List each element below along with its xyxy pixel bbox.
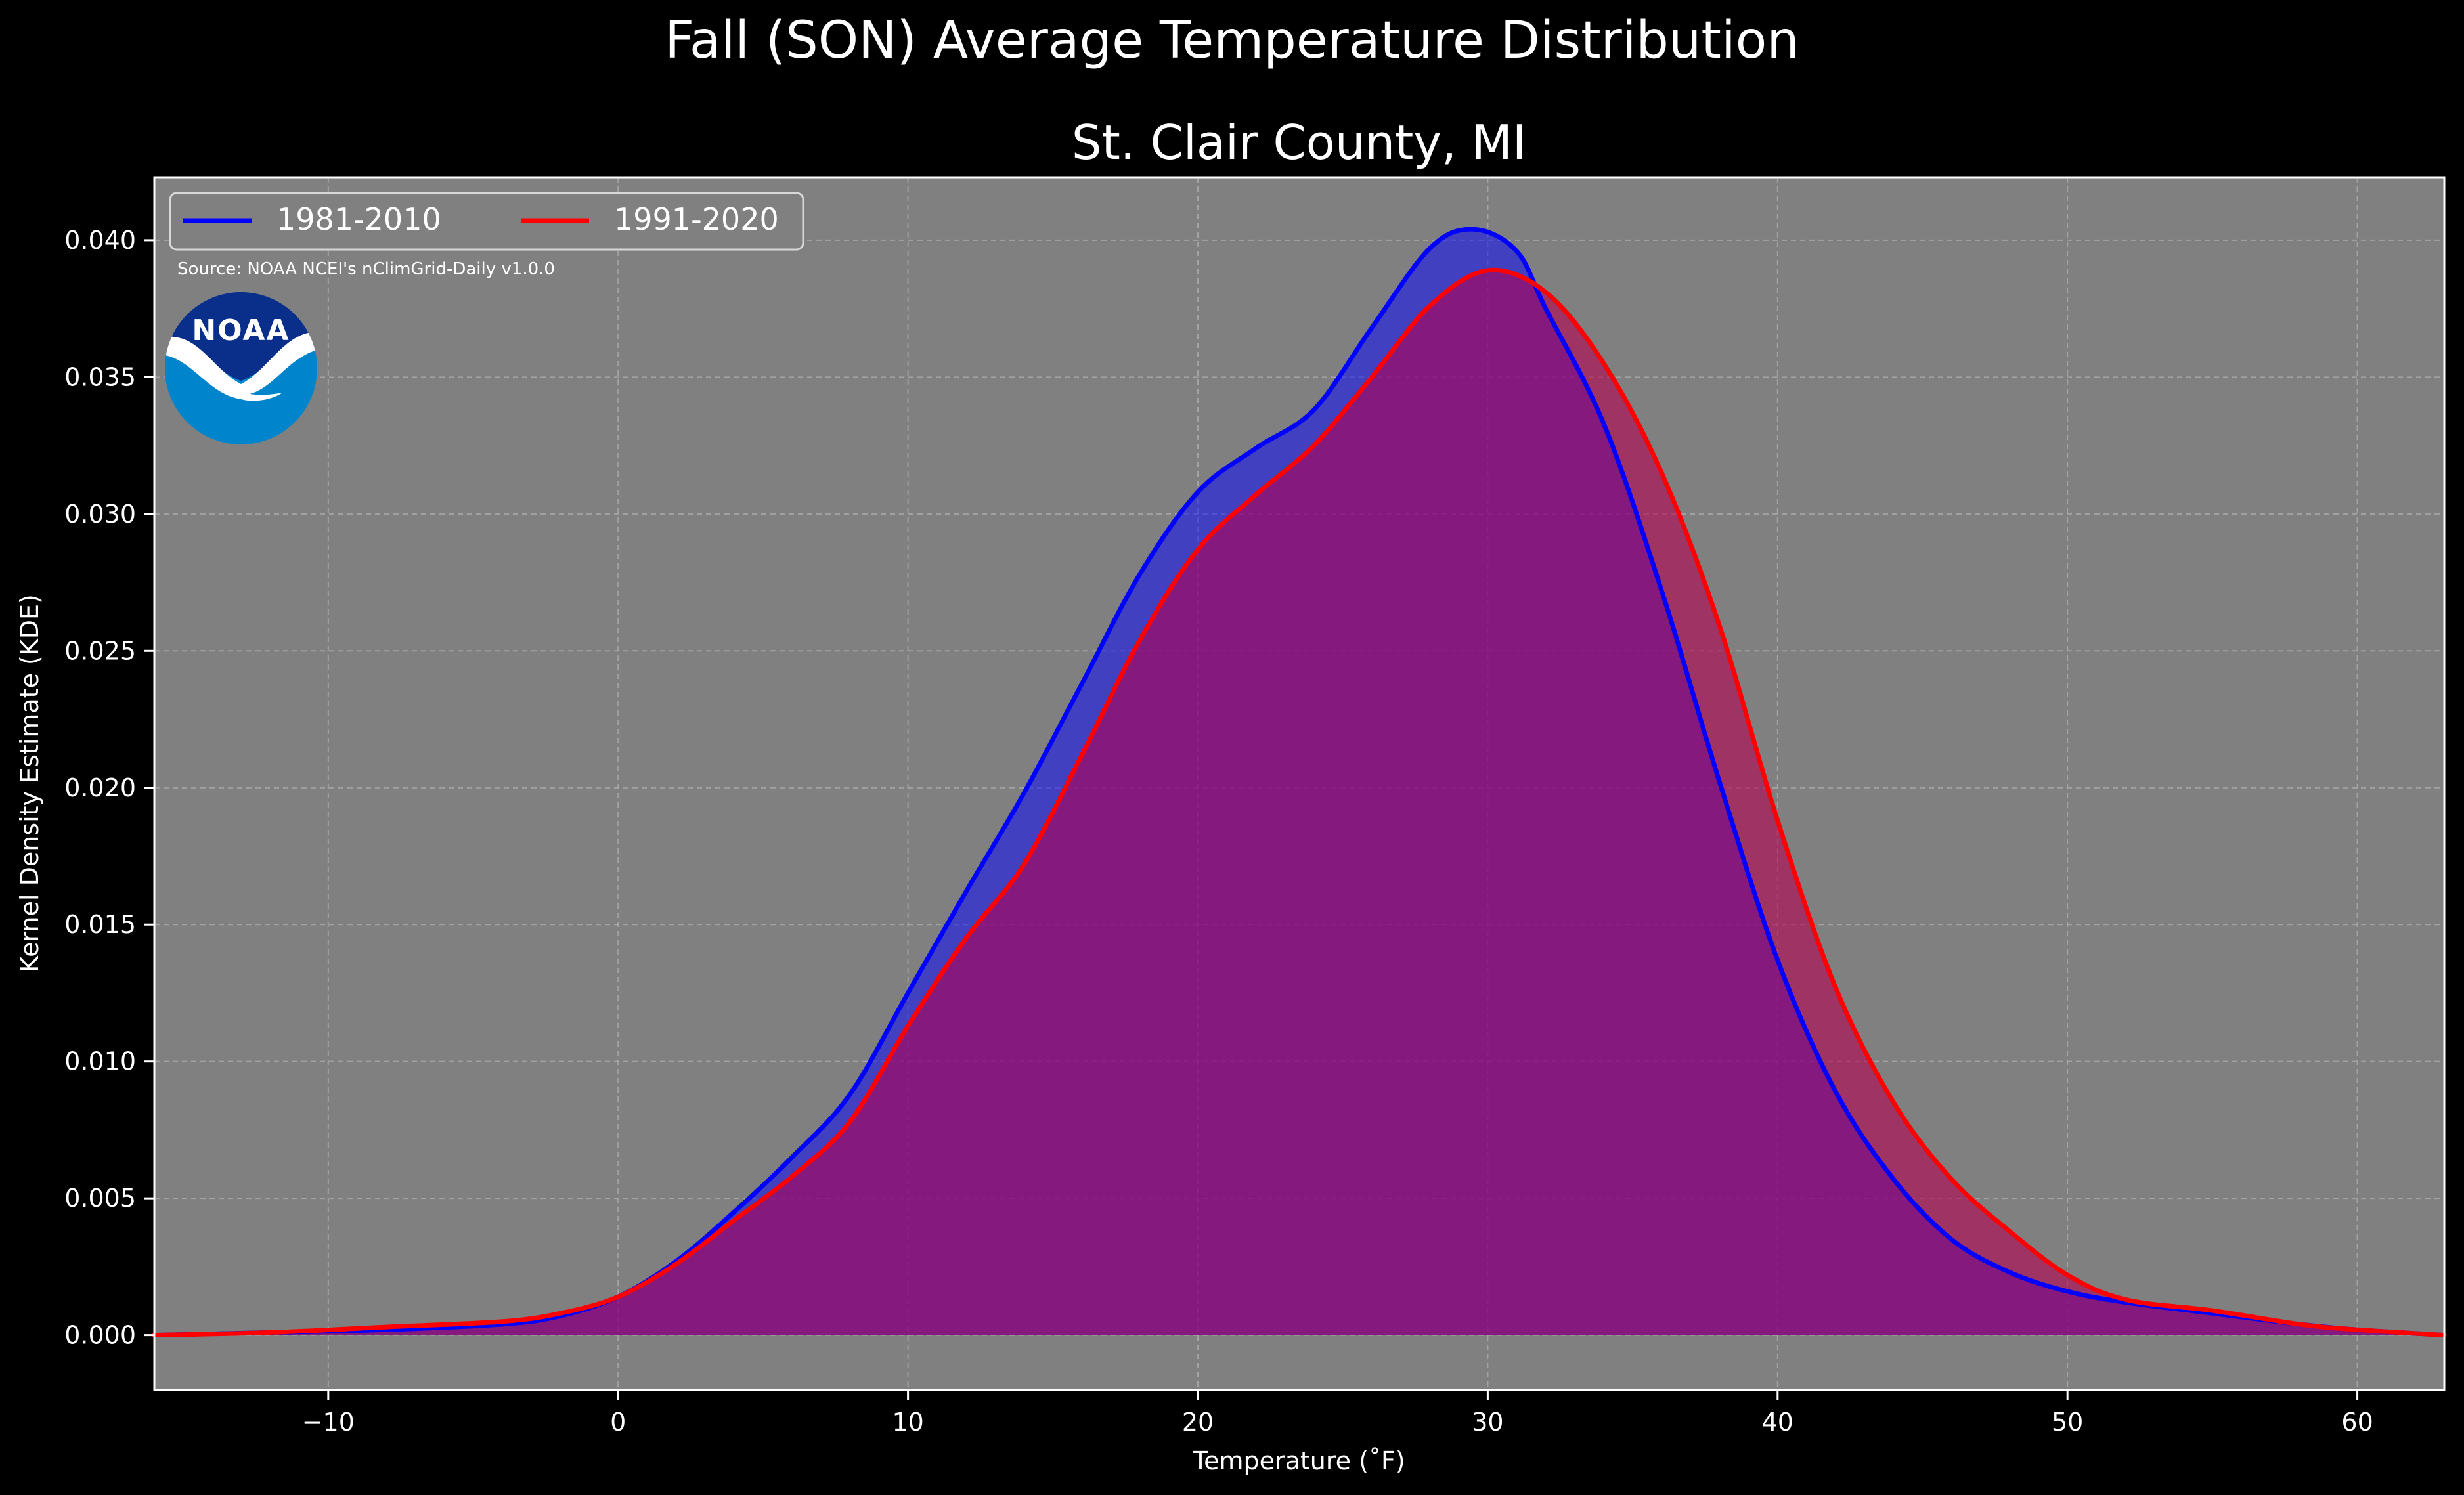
noaa-logo-gull-icon xyxy=(165,331,317,401)
x-tick-label: 50 xyxy=(2052,1408,2083,1437)
y-tick-label: 0.000 xyxy=(64,1321,136,1350)
plot-frame xyxy=(153,176,2446,1391)
source-note: Source: NOAA NCEI's nClimGrid-Daily v1.0… xyxy=(177,259,555,279)
x-tick-label: 10 xyxy=(892,1408,923,1437)
axis-ticks: −10 0 10 20 30 40 50 60 0.000 0.005 0.010 0.015 0.02… xyxy=(64,226,2373,1437)
y-tick-label: 0.005 xyxy=(64,1184,136,1213)
noaa-logo: NOAA xyxy=(165,292,317,444)
y-tick-label: 0.020 xyxy=(64,773,136,802)
series-lines xyxy=(152,227,2447,1338)
x-tick-label: 30 xyxy=(1472,1408,1503,1437)
x-tick-label: 40 xyxy=(1762,1408,1793,1437)
chart-title: St. Clair County, MI xyxy=(1072,115,1526,170)
y-tick-label: 0.040 xyxy=(64,226,136,255)
noaa-logo-text: NOAA xyxy=(192,314,290,347)
series-layer xyxy=(152,227,2447,1338)
y-tick-label: 0.010 xyxy=(64,1047,136,1076)
legend-label-1981-2010: 1981-2010 xyxy=(276,202,441,237)
legend-box xyxy=(169,192,804,251)
y-tick-label: 0.030 xyxy=(64,500,136,529)
series-line-1991-2020 xyxy=(152,267,2447,1338)
y-tick-label: 0.035 xyxy=(64,362,136,391)
legend-label-1991-2020: 1991-2020 xyxy=(614,202,779,237)
y-axis-label: Kernel Density Estimate (KDE) xyxy=(15,594,44,972)
x-tick-label: 0 xyxy=(610,1408,626,1437)
y-tick-label: 0.025 xyxy=(64,636,136,665)
x-tick-label: 60 xyxy=(2341,1408,2373,1437)
x-axis-label: Temperature (˚F) xyxy=(1192,1446,1405,1475)
noaa-logo-dark-upper xyxy=(165,292,317,381)
legend: 1981-2010 1991-2020 xyxy=(169,192,804,251)
series-line-1981-2010 xyxy=(152,227,2447,1338)
x-tick-label: 20 xyxy=(1182,1408,1214,1437)
figure-suptitle: Fall (SON) Average Temperature Distribut… xyxy=(665,11,1799,70)
x-tick-label: −10 xyxy=(302,1408,355,1437)
y-tick-label: 0.015 xyxy=(64,910,136,939)
